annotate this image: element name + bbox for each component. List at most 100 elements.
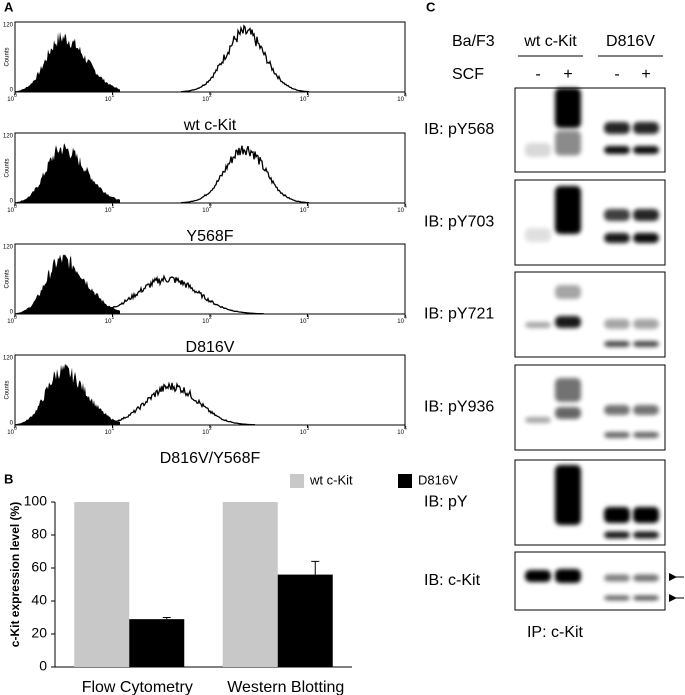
x-tick-label: Flow Cytometry — [82, 679, 193, 695]
x-tick-label: 100 — [7, 315, 17, 324]
blot-band — [604, 405, 630, 415]
blot-band — [633, 233, 659, 243]
panel-c: Ba/F3 wt c-Kit D816V SCF - + - + IB: pY568 IB: pY… — [424, 33, 684, 641]
tick-exp: 3 — [306, 93, 309, 99]
blot-band — [633, 574, 659, 582]
tick-exp: 2 — [209, 426, 212, 432]
y-tick-label: 0 — [39, 658, 47, 674]
blot-label: IB: pY703 — [424, 214, 494, 231]
x-tick-label: 101 — [105, 426, 115, 435]
x-tick-label: 102 — [202, 426, 212, 435]
tick-base: 10 — [7, 208, 14, 214]
blot-band — [525, 143, 551, 157]
axis-label: Counts — [5, 47, 11, 66]
blot-band — [633, 341, 659, 347]
group-label: D816V — [606, 33, 655, 50]
legend-label: wt c-Kit — [309, 472, 353, 487]
blot-band — [633, 146, 659, 154]
y-tick-label: 80 — [31, 526, 47, 542]
tick-exp: 4 — [404, 93, 407, 99]
blot-band — [604, 432, 630, 438]
blot-band — [555, 569, 581, 583]
tick-exp: 1 — [111, 426, 114, 432]
tick-base: 10 — [105, 97, 112, 103]
histogram-line — [71, 274, 264, 315]
tick-exp: 0 — [14, 93, 17, 99]
legend-swatch — [290, 474, 304, 488]
tick-base: 10 — [202, 208, 209, 214]
y-tick-label: 20 — [31, 625, 47, 641]
tick-base: 10 — [300, 97, 307, 103]
legend-label: D816V — [418, 472, 458, 487]
blot-band — [555, 407, 581, 419]
x-tick-label: 103 — [300, 93, 310, 102]
histogram-fill — [15, 143, 120, 203]
x-tick-label: 100 — [7, 204, 17, 213]
x-tick-label: 103 — [300, 315, 310, 324]
histogram-line — [181, 24, 309, 93]
x-tick-label: 100 — [7, 426, 17, 435]
tick-exp: 0 — [14, 204, 17, 210]
blot-band — [525, 570, 551, 582]
y-tick-label: 120 — [3, 23, 14, 29]
blot-band — [604, 531, 630, 539]
axis-label: Counts — [5, 269, 11, 288]
x-tick-label: 103 — [300, 204, 310, 213]
group-label: wt c-Kit — [523, 33, 577, 50]
blot-band — [555, 186, 581, 234]
blot-band — [604, 209, 630, 221]
blot-band — [633, 595, 659, 601]
tick-base: 10 — [105, 319, 112, 325]
treatment: SCF — [452, 66, 484, 83]
y-tick-label: 60 — [31, 559, 47, 575]
blot-band — [555, 378, 581, 402]
blot-band — [633, 209, 659, 221]
tick-exp: 0 — [14, 315, 17, 321]
y-tick-label: 0 — [10, 421, 14, 427]
blot-band — [633, 531, 659, 539]
tick-base: 10 — [7, 319, 14, 325]
tick-base: 10 — [300, 430, 307, 436]
blot-band — [555, 88, 581, 128]
x-tick-label: 104 — [397, 426, 407, 435]
x-tick-label: 100 — [7, 93, 17, 102]
tick-exp: 2 — [209, 315, 212, 321]
tick-exp: 4 — [404, 315, 407, 321]
x-tick-label: 104 — [397, 204, 407, 213]
blot-band — [633, 405, 659, 415]
tick-base: 10 — [300, 208, 307, 214]
tick-base: 10 — [7, 430, 14, 436]
treatment-sign: + — [563, 66, 572, 83]
treatment-sign: - — [535, 66, 540, 83]
blot-label: IB: pY — [424, 494, 468, 511]
x-tick-label: 103 — [300, 426, 310, 435]
histogram-label: D816V/Y568F — [160, 450, 261, 467]
x-tick-label: Western Blotting — [227, 679, 344, 695]
blot-band — [555, 465, 581, 525]
x-tick-label: 102 — [202, 315, 212, 324]
axis-label: Counts — [5, 158, 11, 177]
y-tick-label: 0 — [10, 88, 14, 94]
tick-exp: 1 — [111, 204, 114, 210]
blot-frame — [514, 551, 666, 611]
blot-band — [633, 319, 659, 329]
blot-band — [604, 319, 630, 329]
blot-frame — [514, 179, 666, 266]
tick-exp: 0 — [14, 426, 17, 432]
blot-band — [604, 122, 630, 134]
tick-exp: 3 — [306, 204, 309, 210]
tick-exp: 4 — [404, 204, 407, 210]
y-tick-label: 0 — [10, 310, 14, 316]
tick-exp: 1 — [111, 93, 114, 99]
blot-band — [525, 417, 551, 423]
histogram-fill — [15, 363, 120, 425]
bar — [222, 502, 278, 667]
blot-frame — [514, 364, 666, 451]
y-tick-label: 100 — [24, 493, 48, 509]
bar — [129, 619, 185, 667]
histogram-line — [88, 381, 256, 426]
tick-base: 10 — [105, 208, 112, 214]
